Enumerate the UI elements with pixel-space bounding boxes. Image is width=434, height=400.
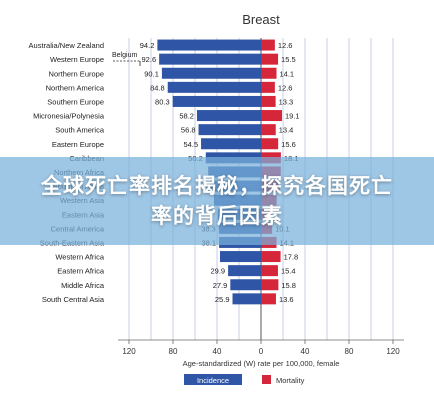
- x-tick-label: 0: [259, 347, 264, 356]
- category-label: South Central Asia: [42, 295, 105, 304]
- incidence-value-label: 94.2: [140, 41, 155, 50]
- incidence-value-label: 80.3: [155, 97, 170, 106]
- incidence-value-label: 25.9: [215, 295, 230, 304]
- mortality-value-label: 12.6: [278, 41, 293, 50]
- incidence-bar: [157, 39, 261, 51]
- x-tick-label: 80: [169, 347, 178, 356]
- incidence-bar: [161, 67, 261, 79]
- incidence-bar: [198, 124, 261, 136]
- headline-title: 全球死亡率排名揭秘，探究各国死亡率的背后因素: [41, 174, 393, 228]
- category-label: Micronesia/Polynesia: [33, 112, 105, 121]
- x-tick-label: 40: [301, 347, 310, 356]
- incidence-bar: [196, 110, 261, 122]
- mortality-value-label: 15.8: [281, 281, 296, 290]
- incidence-value-label: 92.6: [142, 55, 157, 64]
- mortality-value-label: 13.6: [279, 295, 294, 304]
- incidence-bar: [201, 138, 261, 150]
- category-label: Northern Europe: [49, 69, 104, 78]
- mortality-bar: [261, 279, 279, 291]
- mortality-value-label: 15.4: [281, 267, 296, 276]
- category-label: Western Africa: [55, 253, 104, 262]
- mortality-value-label: 15.5: [281, 55, 296, 64]
- annotation-layer: Belgium: [112, 52, 141, 66]
- category-label: Australia/New Zealand: [29, 41, 104, 50]
- x-tick-label: 120: [386, 347, 400, 356]
- mortality-bar: [261, 67, 277, 79]
- incidence-value-label: 56.8: [181, 126, 196, 135]
- mortality-value-label: 12.6: [278, 83, 293, 92]
- incidence-bar: [230, 279, 261, 291]
- category-label: Eastern Africa: [57, 267, 105, 276]
- incidence-value-label: 90.1: [144, 69, 159, 78]
- category-label: Southern Europe: [47, 97, 104, 106]
- incidence-value-label: 84.8: [150, 83, 165, 92]
- legend-label-mortality: Mortality: [276, 376, 305, 385]
- mortality-bar: [261, 265, 278, 277]
- headline-banner: 全球死亡率排名揭秘，探究各国死亡率的背后因素: [0, 157, 434, 245]
- mortality-bar: [261, 251, 281, 263]
- mortality-bar: [261, 53, 279, 65]
- legend-label-incidence: Incidence: [197, 376, 229, 385]
- category-label: Western Europe: [50, 55, 104, 64]
- mortality-bar: [261, 124, 276, 136]
- category-label: Northern America: [46, 83, 105, 92]
- category-label: South America: [55, 126, 105, 135]
- x-tick-label: 120: [122, 347, 136, 356]
- category-label: Middle Africa: [61, 281, 105, 290]
- mortality-value-label: 14.1: [280, 69, 295, 78]
- chart-title: Breast: [242, 12, 280, 27]
- incidence-bar: [219, 251, 261, 263]
- incidence-bar: [228, 265, 261, 277]
- x-tick-label: 80: [345, 347, 354, 356]
- x-tick-label: 40: [213, 347, 222, 356]
- mortality-bar: [261, 138, 279, 150]
- mortality-value-label: 13.4: [279, 126, 294, 135]
- incidence-value-label: 58.2: [179, 112, 194, 121]
- incidence-value-label: 54.5: [183, 140, 198, 149]
- incidence-bar: [232, 293, 261, 305]
- incidence-value-label: 27.9: [213, 281, 228, 290]
- mortality-value-label: 15.6: [281, 140, 296, 149]
- mortality-value-label: 13.3: [279, 97, 294, 106]
- legend-swatch-incidence: [184, 374, 242, 385]
- mortality-bar: [261, 95, 276, 107]
- incidence-value-label: 29.9: [211, 267, 226, 276]
- legend: Incidence Mortality: [184, 374, 305, 385]
- category-label: Eastern Europe: [52, 140, 104, 149]
- incidence-bar: [159, 53, 261, 65]
- mortality-bar: [261, 110, 283, 122]
- belgium-annotation: Belgium: [112, 52, 137, 59]
- incidence-bar: [167, 81, 261, 93]
- mortality-value-label: 17.8: [284, 253, 299, 262]
- incidence-bar: [172, 95, 261, 107]
- axis-layer: 120 80 40 0 40 80 120: [118, 339, 404, 356]
- mortality-bar: [261, 81, 275, 93]
- legend-swatch-mortality: [262, 375, 271, 384]
- mortality-bar: [261, 293, 276, 305]
- mortality-bar: [261, 39, 275, 51]
- x-axis-label: Age-standardized (W) rate per 100,000, f…: [183, 359, 340, 368]
- mortality-value-label: 19.1: [285, 112, 300, 121]
